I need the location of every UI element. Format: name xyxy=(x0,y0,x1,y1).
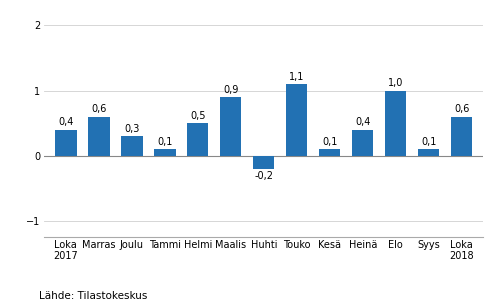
Text: 0,1: 0,1 xyxy=(157,137,173,147)
Bar xyxy=(418,149,439,156)
Text: 0,4: 0,4 xyxy=(355,117,370,127)
Text: 0,1: 0,1 xyxy=(421,137,436,147)
Bar xyxy=(385,91,406,156)
Bar xyxy=(88,117,109,156)
Text: 0,1: 0,1 xyxy=(322,137,337,147)
Text: Lähde: Tilastokeskus: Lähde: Tilastokeskus xyxy=(39,291,148,301)
Bar xyxy=(220,97,242,156)
Bar xyxy=(187,123,209,156)
Text: 0,4: 0,4 xyxy=(58,117,73,127)
Bar xyxy=(451,117,472,156)
Text: 0,9: 0,9 xyxy=(223,85,239,95)
Bar xyxy=(352,130,374,156)
Bar xyxy=(55,130,76,156)
Text: 0,6: 0,6 xyxy=(454,104,469,114)
Text: 0,3: 0,3 xyxy=(124,124,140,134)
Bar xyxy=(319,149,341,156)
Bar xyxy=(121,136,142,156)
Bar xyxy=(253,156,275,169)
Text: 0,6: 0,6 xyxy=(91,104,106,114)
Bar xyxy=(154,149,176,156)
Text: 1,1: 1,1 xyxy=(289,72,305,82)
Text: 1,0: 1,0 xyxy=(388,78,403,88)
Text: -0,2: -0,2 xyxy=(254,171,273,181)
Bar xyxy=(286,84,308,156)
Text: 0,5: 0,5 xyxy=(190,111,206,121)
